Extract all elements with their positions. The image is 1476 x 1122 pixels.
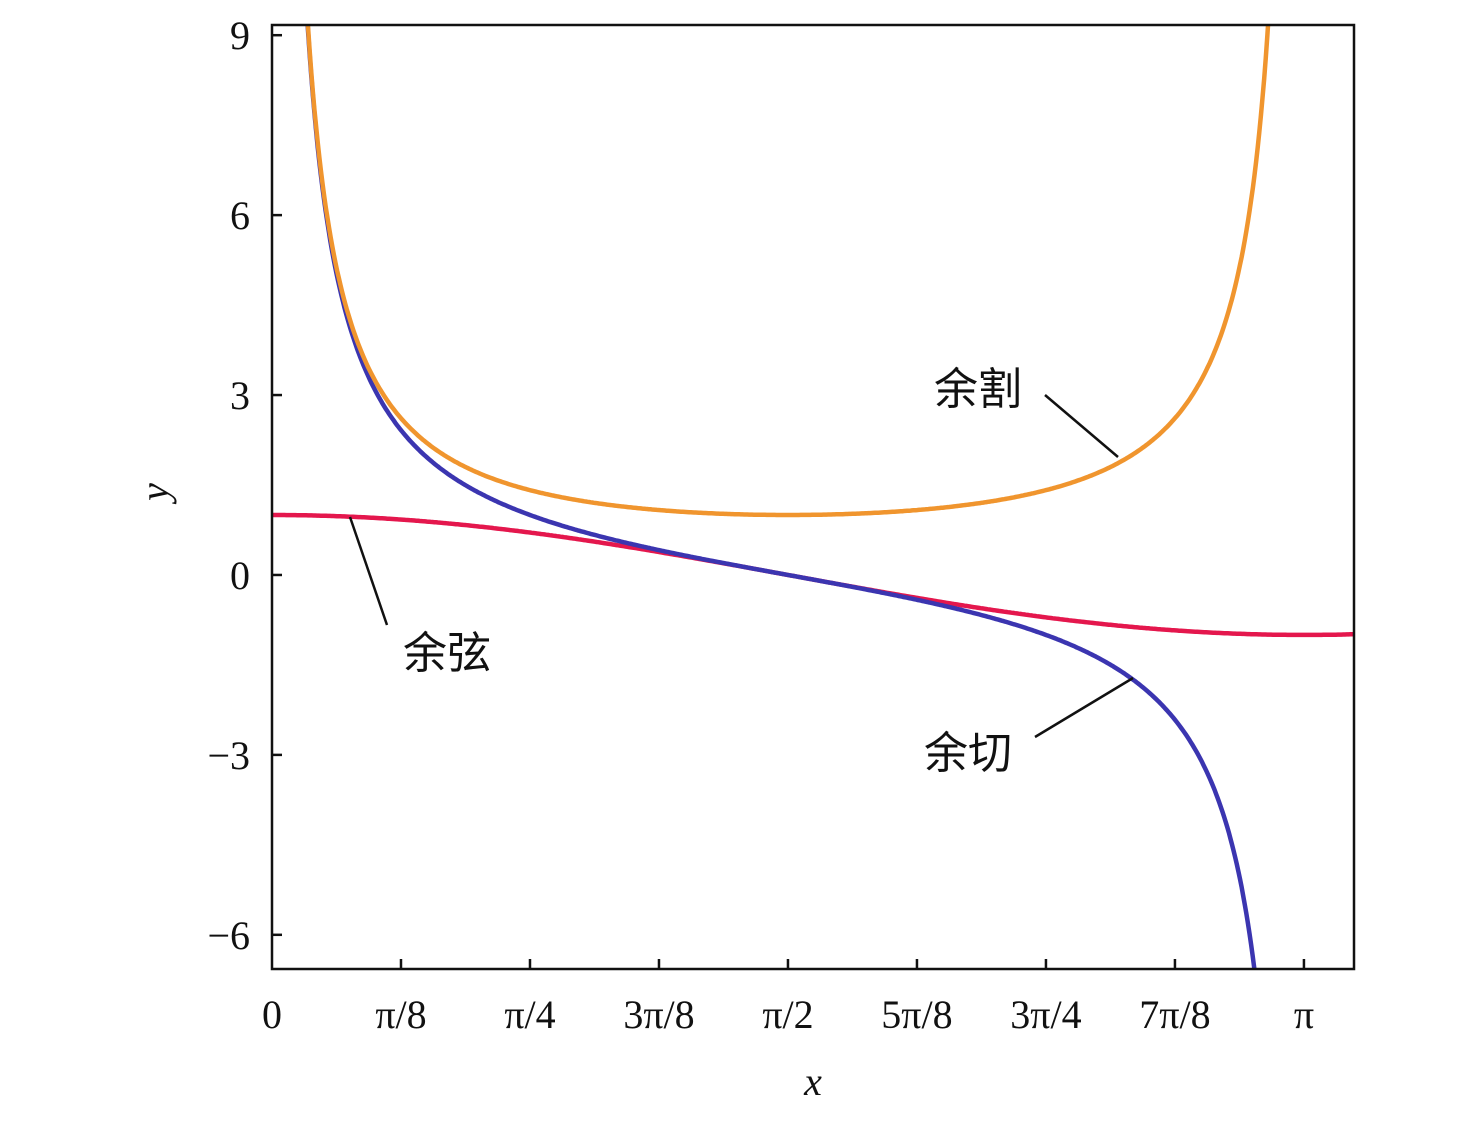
- x-tick-label: 7π/8: [1139, 992, 1210, 1037]
- annotations: 余弦 余切 余割: [348, 365, 1134, 778]
- y-tick-label: 6: [230, 193, 250, 238]
- series-line-csc: [305, 25, 1271, 518]
- annotation-leader-csc: [1044, 394, 1119, 458]
- x-tick-label: π/8: [375, 992, 426, 1037]
- x-tick-label: π/2: [762, 992, 813, 1037]
- y-tick-label: −6: [207, 913, 250, 958]
- x-axis: 0 π/8 π/4 3π/8 π/2 5π/8 3π/4 7π/8 π: [262, 959, 1314, 1037]
- x-tick-label: π/4: [504, 992, 555, 1037]
- series-line-cot: [305, 25, 1257, 969]
- annotation-cos: 余弦: [403, 629, 491, 678]
- x-tick-label: 5π/8: [881, 992, 952, 1037]
- annotation-cot: 余切: [924, 729, 1012, 778]
- x-tick-label: 3π/8: [623, 992, 694, 1037]
- y-tick-label: 0: [230, 553, 250, 598]
- x-tick-label: 0: [262, 992, 282, 1037]
- plot-frame: [270, 23, 1356, 971]
- x-tick-label: 3π/4: [1010, 992, 1081, 1037]
- x-tick-label: π: [1294, 992, 1314, 1037]
- annotation-leader-cos: [348, 516, 389, 626]
- y-axis: 9 6 3 0 −3 −6: [207, 13, 282, 958]
- annotation-csc: 余割: [934, 365, 1022, 414]
- annotation-leader-cot: [1034, 676, 1134, 739]
- curves: [272, 25, 1354, 969]
- y-tick-label: −3: [207, 733, 250, 778]
- y-tick-label: 9: [230, 13, 250, 58]
- y-tick-label: 3: [230, 373, 250, 418]
- x-axis-label: x: [803, 1059, 822, 1104]
- y-axis-label: y: [132, 483, 177, 505]
- series-line-cos: [272, 512, 1354, 638]
